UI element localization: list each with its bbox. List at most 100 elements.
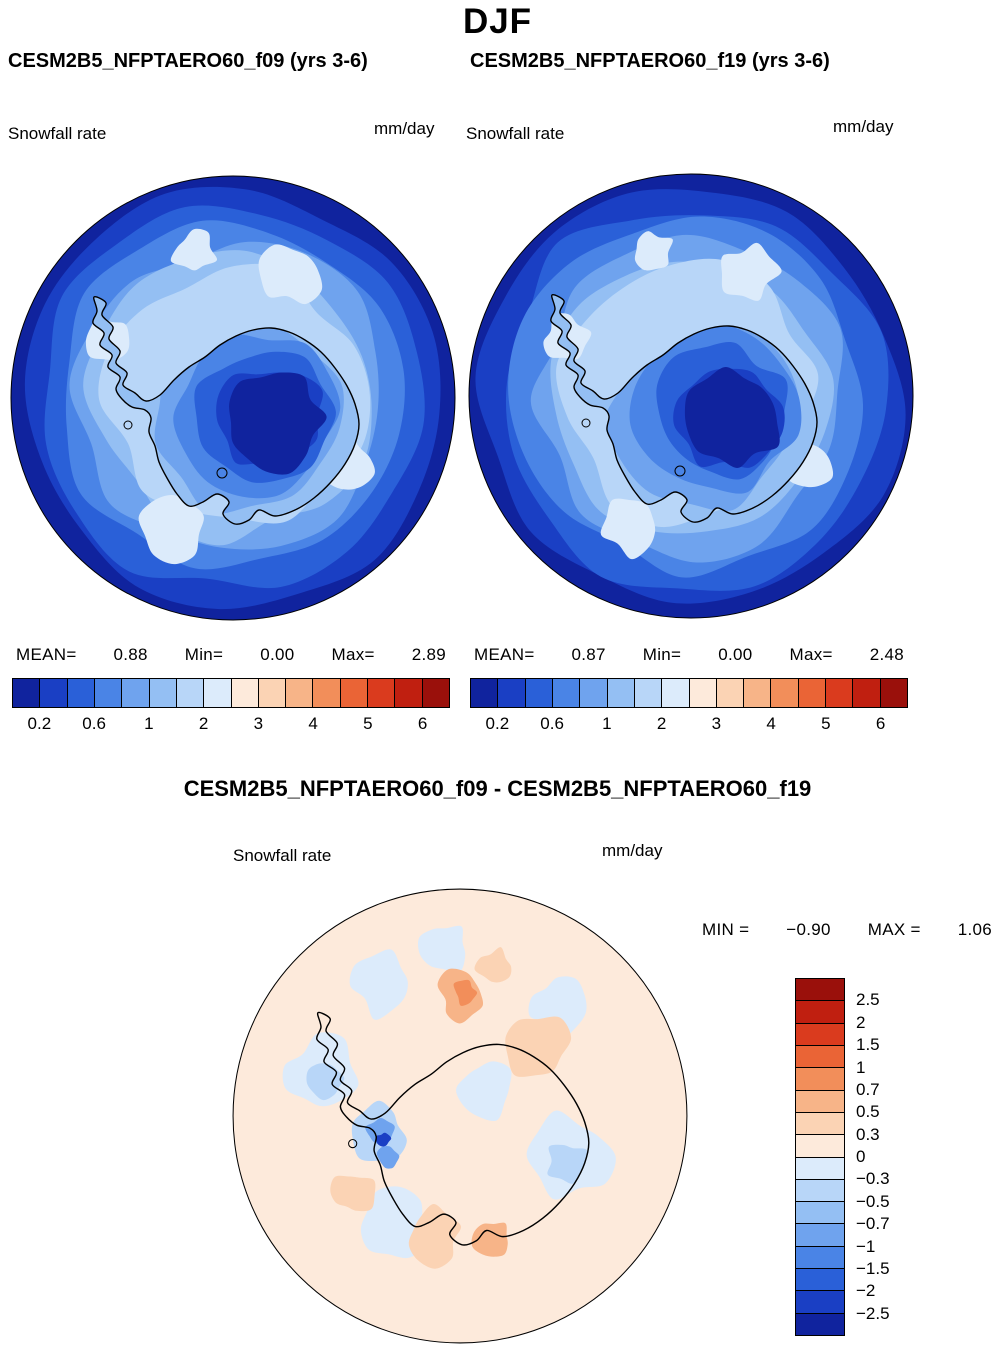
stat-min-label: Min=: [642, 645, 682, 664]
left-panel-subtitle: CESM2B5_NFPTAERO60_f09 (yrs 3-6): [8, 50, 368, 72]
coastline: [315, 1011, 590, 1246]
diff-anomaly-patch: [376, 1145, 400, 1169]
map-boundary: [232, 888, 688, 1344]
snowfall-map-f09: [10, 175, 456, 621]
colorbar-tick-label: −0.3: [856, 1169, 890, 1189]
colorbar-diff-ticks: 2.5 2 1.5 1 0.7 0.5 0.3 0 −0.3 −0.5 −0.7 −1 −1.5 −2 −2…: [856, 978, 916, 1336]
colorbar-segment: [796, 1179, 844, 1203]
right-field-label: Snowfall rate: [466, 124, 565, 143]
colorbar-tick-label: −1: [856, 1236, 876, 1256]
diff-max-label: MAX =: [867, 920, 921, 939]
stats-right: MEAN= 0.87 Min= 0.00 Max= 2.48: [474, 645, 904, 665]
colorbar-segment: [634, 679, 663, 707]
colorbar-segment: [796, 1157, 844, 1180]
inner-contour: [216, 467, 228, 479]
diff-anomaly-patch: [528, 976, 587, 1039]
diff-anomaly-patch: [306, 1063, 345, 1101]
colorbar-segment: [525, 679, 553, 707]
colorbar-segment: [853, 679, 881, 707]
diff-anomaly-patch: [505, 1016, 572, 1077]
colorbar-diff: [795, 978, 845, 1336]
colorbar-tick-label: 0.5: [856, 1102, 880, 1122]
colorbar-left-ticks: 0.2 0.6 1 2 3 4 5 6: [12, 714, 450, 734]
stat-min-value: 0.00: [260, 645, 295, 664]
colorbar-segment: [67, 679, 95, 707]
diff-anomaly-patch: [474, 947, 512, 983]
colorbar-segment: [471, 679, 499, 707]
diff-units-label: mm/day: [602, 841, 663, 860]
colorbar-segment: [286, 679, 314, 707]
stat-max-value: 2.89: [411, 645, 446, 664]
diff-max-value: 1.06: [957, 920, 992, 939]
colorbar-segment: [122, 679, 150, 707]
colorbar-tick-label: 6: [875, 714, 886, 733]
ocean-pale-patch: [634, 231, 673, 271]
diff-anomaly-patch: [349, 949, 408, 1020]
colorbar-tick-label: 2.5: [856, 990, 880, 1010]
colorbar-tick-label: 0.6: [82, 714, 106, 733]
colorbar-tick-label: 4: [766, 714, 776, 733]
diff-anomaly-patch: [547, 1144, 588, 1184]
colorbar-segment: [796, 1246, 844, 1270]
ocean-pale-patch: [138, 494, 204, 565]
colorbar-segment: [13, 679, 41, 707]
stat-mean-label: MEAN=: [16, 645, 77, 664]
colorbar-segment: [796, 1269, 844, 1292]
colorbar-tick-label: 0: [856, 1147, 866, 1166]
colorbar-tick-label: 6: [417, 714, 428, 733]
colorbar-segment: [796, 1023, 844, 1046]
diff-anomaly-patch: [471, 1222, 508, 1257]
colorbar-tick-label: 1: [602, 714, 612, 733]
colorbar-segment: [689, 679, 717, 707]
stat-min-value: 0.00: [718, 645, 753, 664]
snowfall-difference-map: [232, 888, 688, 1344]
colorbar-segment: [231, 679, 259, 707]
colorbar-tick-label: −1.5: [856, 1258, 890, 1278]
colorbar-right-ticks: 0.2 0.6 1 2 3 4 5 6: [470, 714, 908, 734]
stat-mean-label: MEAN=: [474, 645, 535, 664]
inner-contour: [674, 465, 686, 477]
colorbar-segment: [580, 679, 608, 707]
stat-mean-value: 0.88: [113, 645, 148, 664]
ocean-pale-patch: [600, 498, 656, 560]
stat-max-label: Max=: [789, 645, 833, 664]
colorbar-tick-label: 3: [711, 714, 722, 733]
colorbar-segment: [176, 679, 205, 707]
colorbar-tick-label: 2: [198, 714, 209, 733]
colorbar-segment: [258, 679, 287, 707]
colorbar-tick-label: 4: [308, 714, 318, 733]
colorbar-segment: [880, 679, 907, 707]
colorbar-right: [470, 678, 908, 708]
colorbar-tick-label: −2: [856, 1281, 876, 1301]
colorbar-segment: [796, 1291, 844, 1314]
colorbar-segment: [771, 679, 799, 707]
colorbar-segment: [826, 679, 854, 707]
colorbar-segment: [796, 1224, 844, 1247]
island-contour: [123, 420, 133, 430]
colorbar-tick-label: −0.7: [856, 1214, 890, 1234]
colorbar-segment: [796, 1001, 844, 1024]
colorbar-tick-label: −0.5: [856, 1191, 890, 1211]
diff-anomaly-patch: [417, 925, 466, 972]
right-panel-subtitle: CESM2B5_NFPTAERO60_f19 (yrs 3-6): [470, 50, 830, 72]
colorbar-tick-label: −2.5: [856, 1303, 890, 1323]
figure-title: DJF: [462, 2, 533, 41]
colorbar-segment: [340, 679, 369, 707]
ocean-pale-patch: [258, 244, 323, 305]
snowfall-map-f19: [468, 173, 914, 619]
diff-anomaly-patch: [330, 1175, 376, 1212]
colorbar-segment: [716, 679, 745, 707]
colorbar-segment: [607, 679, 635, 707]
left-field-label: Snowfall rate: [8, 124, 107, 143]
colorbar-segment: [796, 1202, 844, 1225]
colorbar-segment: [552, 679, 581, 707]
colorbar-segment: [422, 679, 449, 707]
colorbar-tick-label: 1: [144, 714, 154, 733]
left-units-label: mm/day: [374, 119, 435, 138]
diff-anomaly-patch: [408, 1204, 462, 1269]
island-contour: [581, 418, 591, 428]
island-contour: [348, 1139, 358, 1149]
stat-max-label: Max=: [331, 645, 375, 664]
map-boundary: [10, 175, 456, 621]
